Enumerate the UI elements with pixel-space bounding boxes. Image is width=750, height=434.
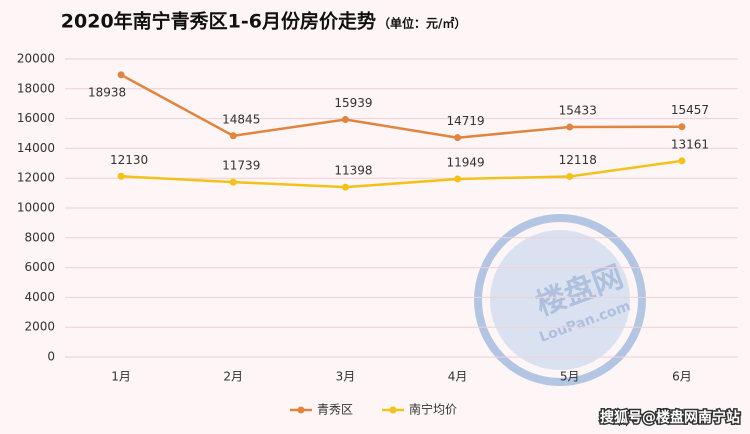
data-point (566, 123, 574, 131)
y-tick-label: 20000 (17, 52, 55, 66)
y-tick-label: 12000 (17, 171, 55, 185)
data-label: 12118 (559, 153, 597, 167)
data-label: 11949 (446, 155, 484, 169)
data-point (341, 183, 349, 191)
x-tick-label: 6月 (672, 370, 692, 384)
y-tick-label: 6000 (24, 260, 55, 274)
data-point (341, 116, 349, 124)
y-tick-label: 0 (47, 350, 55, 364)
legend-label: 南宁均价 (409, 402, 457, 417)
y-tick-label: 16000 (17, 111, 55, 125)
data-label: 12130 (110, 153, 148, 167)
data-point (454, 175, 462, 183)
chart-title: 2020年南宁青秀区1-6月份房价走势 (61, 10, 376, 33)
data-label: 18938 (88, 85, 126, 99)
x-tick-label: 4月 (448, 370, 468, 384)
y-tick-label: 14000 (17, 141, 55, 155)
x-tick-label: 2月 (223, 370, 243, 384)
data-point (117, 71, 125, 79)
series-line (121, 159, 683, 189)
legend-marker (297, 406, 305, 414)
legend-label: 青秀区 (317, 403, 353, 417)
x-tick-label: 5月 (560, 370, 580, 384)
data-point (229, 178, 237, 186)
data-label: 11398 (334, 164, 372, 178)
watermark-disc (490, 230, 630, 370)
legend-marker (389, 406, 397, 414)
watermark: 楼盘网 LouPan.com (474, 214, 646, 386)
chart-subtitle: （单位：元/㎡） (378, 16, 466, 31)
y-tick-label: 18000 (17, 81, 55, 95)
data-point (678, 157, 686, 165)
watermark-ring (474, 214, 646, 386)
data-point (229, 132, 237, 140)
y-tick-label: 4000 (24, 290, 55, 304)
y-tick-label: 8000 (24, 230, 55, 244)
x-tick-label: 3月 (336, 370, 356, 384)
data-label: 15939 (334, 96, 372, 110)
data-point (566, 172, 574, 180)
data-label: 15433 (559, 104, 597, 118)
series-line (120, 73, 682, 139)
data-label: 15457 (671, 103, 709, 117)
data-label: 13161 (671, 137, 709, 151)
data-point (117, 172, 125, 180)
y-tick-label: 10000 (17, 201, 55, 215)
data-label: 14845 (222, 112, 260, 126)
x-tick-label: 1月 (111, 370, 131, 384)
data-point (678, 123, 686, 131)
data-label: 14719 (446, 114, 484, 128)
y-tick-label: 2000 (24, 320, 55, 334)
data-label: 11739 (222, 159, 260, 173)
data-point (454, 134, 462, 142)
source-note: 搜狐号@楼盘网南宁站 (600, 409, 740, 426)
